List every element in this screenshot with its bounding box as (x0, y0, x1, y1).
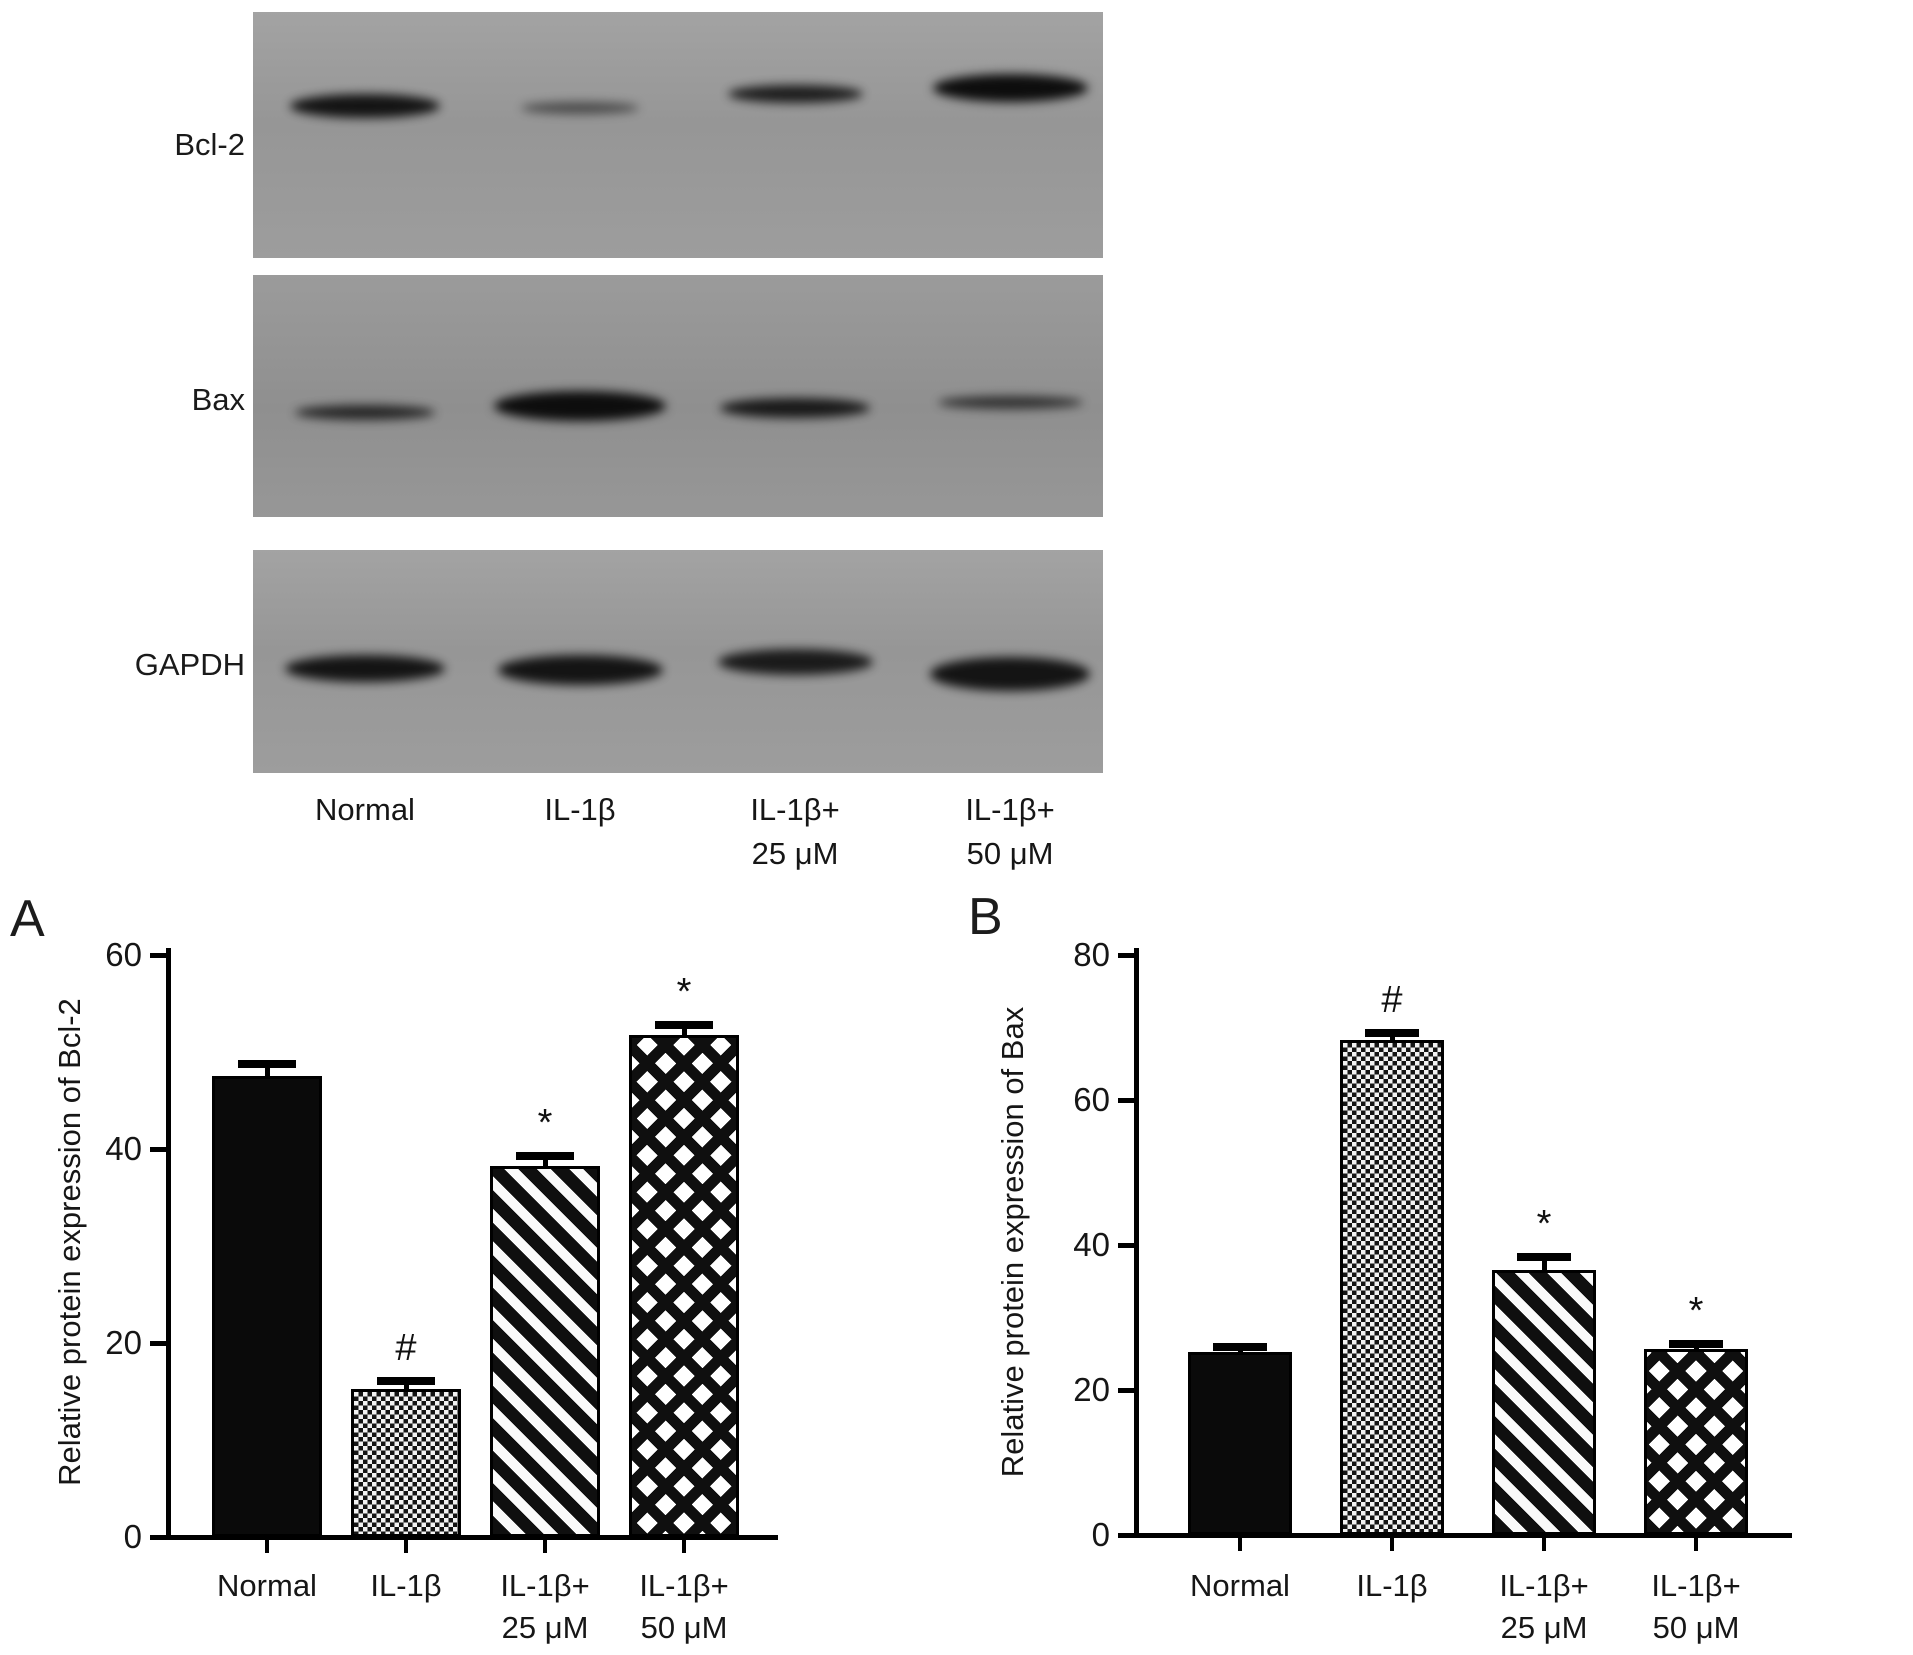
significance-marker: * (1688, 1289, 1704, 1332)
blot-band (930, 657, 1090, 691)
y-tick-label: 40 (105, 1130, 142, 1167)
error-bar-cap (1213, 1342, 1267, 1351)
x-tick (1694, 1538, 1698, 1551)
error-bar-stem (682, 1024, 687, 1035)
y-tick-label: 40 (1073, 1226, 1110, 1263)
x-category-label: Normal (1190, 1568, 1290, 1603)
panel-letter-a: A (10, 890, 45, 948)
y-tick-label: 60 (1073, 1081, 1110, 1118)
x-tick (1390, 1538, 1394, 1551)
x-category-label: IL-1β+ (1651, 1568, 1741, 1603)
x-axis-line (166, 1535, 778, 1540)
blot-band (937, 395, 1083, 409)
blot-band (727, 85, 863, 103)
y-tick-label: 20 (105, 1324, 142, 1361)
y-tick (150, 1535, 166, 1540)
y-tick (150, 1147, 166, 1152)
x-category-label: IL-1β (370, 1568, 442, 1603)
y-tick-label: 80 (1073, 936, 1110, 973)
lane-label: 25 μM (751, 836, 839, 871)
x-category-label: 50 μM (640, 1610, 728, 1645)
bar (490, 1166, 600, 1537)
blot-row-label-bax: Bax (191, 382, 245, 417)
x-tick (543, 1540, 547, 1553)
x-category-label: 50 μM (1652, 1610, 1740, 1645)
blot-row-label-gapdh: GAPDH (134, 647, 245, 682)
x-tick (404, 1540, 408, 1553)
y-tick (1118, 953, 1134, 958)
y-axis-title-bcl2: Relative protein expression of Bcl-2 (52, 998, 87, 1486)
error-bar-cap (377, 1376, 435, 1385)
x-category-label: Normal (217, 1568, 317, 1603)
blot-panel-gapdh (253, 550, 1103, 773)
blot-band (497, 655, 663, 685)
y-tick (150, 1341, 166, 1346)
blot-band (521, 102, 639, 114)
blot-band (295, 404, 435, 420)
error-bar-cap (1365, 1028, 1419, 1037)
x-tick (1542, 1538, 1546, 1551)
y-tick-label: 20 (1073, 1371, 1110, 1408)
x-tick (682, 1540, 686, 1553)
error-bar-cap (1517, 1253, 1571, 1262)
y-tick-label: 60 (105, 936, 142, 973)
y-tick-label: 0 (123, 1518, 142, 1555)
blot-band (285, 654, 445, 682)
significance-marker: # (395, 1326, 417, 1369)
blot-row-label-bcl2: Bcl-2 (174, 127, 245, 162)
blot-band (494, 391, 666, 421)
x-category-label: IL-1β+ (500, 1568, 590, 1603)
significance-marker: * (537, 1101, 553, 1144)
error-bar-cap (516, 1151, 574, 1160)
lane-label: IL-1β+ (965, 792, 1055, 827)
lane-label: 50 μM (966, 836, 1054, 871)
blot-band (717, 649, 873, 675)
bar (1644, 1349, 1748, 1535)
significance-marker: * (676, 970, 692, 1013)
lane-label: IL-1β+ (750, 792, 840, 827)
x-category-label: IL-1β+ (639, 1568, 729, 1603)
y-axis-line (166, 948, 171, 1539)
blot-panel-bcl2 (253, 12, 1103, 258)
error-bar-stem (1542, 1257, 1547, 1271)
x-category-label: 25 μM (501, 1610, 589, 1645)
x-tick (265, 1540, 269, 1553)
error-bar-stem (265, 1063, 270, 1077)
x-category-label: IL-1β (1356, 1568, 1428, 1603)
bar (1492, 1270, 1596, 1535)
x-category-label: 25 μM (1500, 1610, 1588, 1645)
y-tick-label: 0 (1091, 1516, 1110, 1553)
blot-band (932, 74, 1088, 102)
lane-label: IL-1β (544, 792, 616, 827)
error-bar-cap (1669, 1339, 1723, 1348)
y-tick (150, 953, 166, 958)
x-category-label: IL-1β+ (1499, 1568, 1589, 1603)
error-bar-cap (238, 1059, 296, 1068)
y-tick (1118, 1388, 1134, 1393)
x-axis-line (1134, 1533, 1792, 1538)
bar (1340, 1039, 1444, 1535)
significance-marker: * (1536, 1203, 1552, 1246)
y-tick (1118, 1243, 1134, 1248)
error-bar-stem (543, 1155, 548, 1167)
bar (212, 1076, 322, 1537)
error-bar-cap (655, 1020, 713, 1029)
blot-panel-bax (253, 275, 1103, 517)
panel-letter-b: B (968, 888, 1003, 946)
bar (629, 1034, 739, 1537)
lane-label: Normal (315, 792, 415, 827)
bar (1188, 1352, 1292, 1535)
blot-band (290, 94, 440, 118)
x-tick (1238, 1538, 1242, 1551)
y-tick (1118, 1098, 1134, 1103)
blot-band (720, 398, 870, 418)
significance-marker: # (1381, 978, 1403, 1021)
bar (351, 1388, 461, 1537)
y-tick (1118, 1533, 1134, 1538)
y-axis-line (1134, 948, 1139, 1537)
